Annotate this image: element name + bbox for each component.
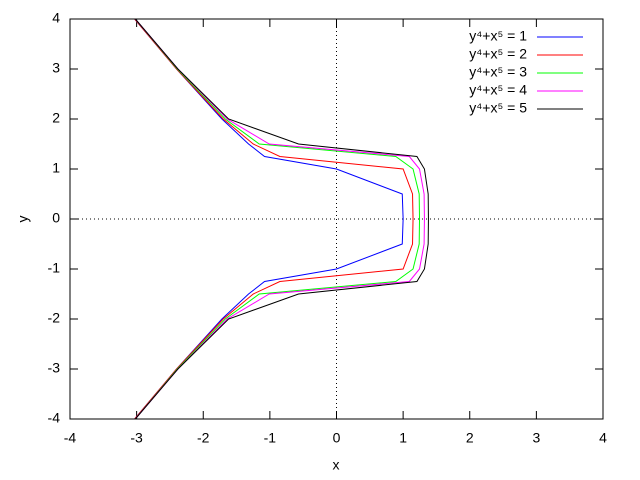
x-tick-label: 0 — [333, 430, 341, 446]
x-tick-label: -4 — [64, 430, 77, 446]
legend-label: y⁴+x⁵ = 4 — [469, 82, 527, 98]
legend-label: y⁴+x⁵ = 1 — [469, 28, 527, 44]
curve — [134, 18, 421, 420]
y-axis-label: y — [15, 216, 31, 223]
x-tick-label: 2 — [466, 430, 474, 446]
y-tick-label: 4 — [52, 10, 60, 26]
y-tick-label: 0 — [52, 210, 60, 226]
y-tick-label: 1 — [52, 160, 60, 176]
curve — [134, 18, 425, 420]
x-tick-label: -2 — [197, 430, 210, 446]
y-tick-label: -4 — [48, 410, 61, 426]
plot-border — [69, 18, 604, 420]
y-tick-label: 2 — [52, 110, 60, 126]
legend-label: y⁴+x⁵ = 3 — [469, 64, 527, 80]
x-tick-label: 1 — [399, 430, 407, 446]
y-tick-label: -2 — [48, 310, 61, 326]
x-tick-label: 4 — [599, 430, 607, 446]
curve — [134, 18, 414, 420]
curve — [134, 18, 404, 420]
x-tick-label: -1 — [264, 430, 277, 446]
x-axis-label: x — [333, 457, 340, 473]
curve — [134, 18, 429, 420]
x-tick-label: 3 — [532, 430, 540, 446]
y-tick-label: -3 — [48, 360, 61, 376]
x-tick-label: -3 — [130, 430, 143, 446]
legend-label: y⁴+x⁵ = 5 — [469, 100, 527, 116]
y-tick-label: -1 — [48, 260, 61, 276]
legend-label: y⁴+x⁵ = 2 — [469, 46, 527, 62]
y-tick-label: 3 — [52, 60, 60, 76]
